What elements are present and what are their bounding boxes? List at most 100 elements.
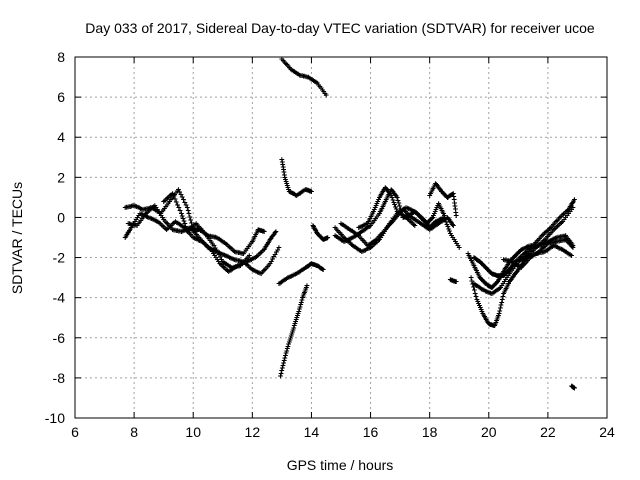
data-point: + [155,217,161,227]
data-point: + [356,223,362,233]
data-point: + [179,222,185,232]
data-point: + [280,160,286,170]
data-point: + [262,244,268,254]
data-point: + [280,277,286,287]
data-point: + [234,256,240,266]
x-tick-label: 22 [540,424,556,440]
data-point: + [466,251,472,261]
data-point: + [174,218,180,228]
data-point: + [476,270,482,280]
data-point: + [257,269,263,279]
data-point: + [180,215,186,225]
data-point: + [285,342,291,352]
data-point: + [509,266,515,276]
data-point: + [166,223,172,233]
data-point: + [514,259,520,269]
data-point: + [303,264,309,274]
data-point: + [476,300,482,310]
data-point: + [518,263,524,273]
data-point: + [356,246,362,256]
data-point: + [389,218,395,228]
data-point: + [256,250,262,260]
data-point: + [125,203,131,213]
data-point: + [289,330,295,340]
data-point: + [483,280,489,290]
data-point: + [524,243,530,253]
data-point: + [422,222,428,232]
data-point: + [198,235,204,245]
data-point: + [472,286,478,296]
data-point: + [416,218,422,228]
data-point: + [537,240,543,250]
data-point: + [256,226,262,236]
data-point: + [145,204,151,214]
data-point: + [402,204,408,214]
data-point: + [185,225,191,235]
data-point: + [218,249,224,259]
data-point: + [291,324,297,334]
data-point: + [373,239,379,249]
data-point: + [377,209,383,219]
data-point: + [288,65,294,75]
data-point: + [470,280,476,290]
data-point: + [318,84,324,94]
data-point: + [488,269,494,279]
data-point: + [521,261,527,271]
data-point: + [547,244,553,254]
data-point: + [284,61,290,71]
data-point: + [217,260,223,270]
data-point: + [127,220,133,230]
data-point: + [400,206,406,216]
data-point: + [313,226,319,236]
data-point: + [178,221,184,231]
data-point: + [301,72,307,82]
data-point: + [374,236,380,246]
data-point: + [322,235,328,245]
data-point: + [304,283,310,293]
data-point: + [353,230,359,240]
data-point: + [380,203,386,213]
data-point: + [562,236,568,246]
data-point: + [514,251,520,261]
data-point: + [173,217,179,227]
data-point: + [437,216,443,226]
data-point: + [295,191,301,201]
data-point: + [322,89,328,99]
data-point: + [343,237,349,247]
data-point: + [524,252,530,262]
data-point: + [413,209,419,219]
data-point: + [278,372,284,382]
data-point: + [273,227,279,237]
data-point: + [279,155,285,165]
data-point: + [515,255,521,265]
data-point: + [177,227,183,237]
data-point: + [426,225,432,235]
data-point: + [299,188,305,198]
data-point: + [370,218,376,228]
data-point: + [309,260,315,270]
data-point: + [339,236,345,246]
x-tick-label: 18 [422,424,438,440]
series-arc-20: ++++++++++++++++++++++++++++++++++++++++… [501,236,576,274]
data-point: + [210,240,216,250]
data-point: + [557,220,563,230]
data-point: + [364,220,370,230]
data-point: + [432,181,438,191]
data-point: + [261,246,267,256]
y-axis-label: SDTVAR / TECUs [9,182,25,294]
data-point: + [376,195,382,205]
data-point: + [572,195,578,205]
data-point: + [378,206,384,216]
data-point: + [567,240,573,250]
data-point: + [388,220,394,230]
data-point: + [442,211,448,221]
data-point: + [203,241,209,251]
data-point: + [479,275,485,285]
data-point: + [186,210,192,220]
data-point: + [321,88,327,98]
data-point: + [224,252,230,262]
data-point: + [258,270,264,280]
data-point: + [560,246,566,256]
data-point: + [281,168,287,178]
data-point: + [254,252,260,262]
